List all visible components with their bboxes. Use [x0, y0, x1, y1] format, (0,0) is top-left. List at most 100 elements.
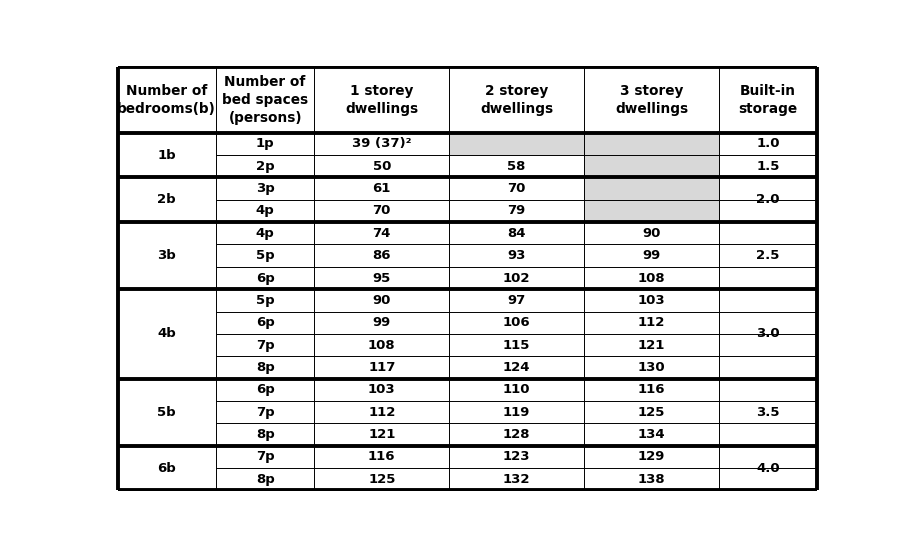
Text: 128: 128 [502, 428, 530, 441]
Text: 129: 129 [637, 450, 664, 463]
Bar [718, 445, 816, 468]
Text: 108: 108 [367, 338, 395, 352]
Bar [449, 177, 583, 200]
Bar [314, 222, 449, 245]
Text: 112: 112 [368, 406, 395, 418]
Text: 8p: 8p [255, 361, 274, 374]
Text: 79: 79 [507, 204, 525, 217]
Bar [449, 356, 583, 379]
Text: 5p: 5p [256, 294, 274, 307]
Bar [216, 356, 314, 379]
Bar [583, 267, 718, 289]
Bar [118, 356, 216, 379]
Text: 2b: 2b [158, 193, 176, 206]
Bar [583, 423, 718, 445]
Text: 112: 112 [637, 316, 664, 329]
Bar [449, 423, 583, 445]
Text: 90: 90 [373, 294, 391, 307]
Text: 124: 124 [502, 361, 530, 374]
Bar [583, 200, 718, 222]
Bar [718, 289, 816, 311]
Text: 138: 138 [637, 473, 664, 486]
Text: 102: 102 [502, 272, 530, 284]
Bar [118, 222, 216, 245]
Text: 134: 134 [637, 428, 664, 441]
Text: 5b: 5b [158, 406, 176, 418]
Bar [718, 267, 816, 289]
Text: 1b: 1b [158, 148, 176, 162]
Text: Number of
bedrooms(b): Number of bedrooms(b) [118, 84, 216, 116]
Text: 7p: 7p [256, 406, 274, 418]
Bar [314, 177, 449, 200]
Bar [216, 445, 314, 468]
Text: 8p: 8p [255, 428, 274, 441]
Text: 3 storey
dwellings: 3 storey dwellings [614, 84, 687, 116]
Text: Built-in
storage: Built-in storage [738, 84, 797, 116]
Text: 117: 117 [368, 361, 395, 374]
Bar [216, 200, 314, 222]
Bar [718, 379, 816, 401]
Bar [118, 401, 216, 423]
Text: 4b: 4b [158, 327, 176, 341]
Bar [449, 267, 583, 289]
Bar [314, 401, 449, 423]
Bar [583, 177, 718, 200]
Bar [449, 468, 583, 490]
Bar [216, 468, 314, 490]
Text: 1 storey
dwellings: 1 storey dwellings [345, 84, 418, 116]
Text: 5p: 5p [256, 249, 274, 262]
Text: 123: 123 [502, 450, 530, 463]
Bar [449, 200, 583, 222]
Text: 6p: 6p [255, 383, 274, 396]
Text: 130: 130 [637, 361, 664, 374]
Text: 121: 121 [368, 428, 395, 441]
Text: 121: 121 [637, 338, 664, 352]
Text: 1.0: 1.0 [755, 137, 779, 150]
Bar [216, 311, 314, 334]
Bar [216, 289, 314, 311]
Text: 50: 50 [373, 160, 391, 173]
Text: 125: 125 [368, 473, 395, 486]
Text: 95: 95 [373, 272, 391, 284]
Text: 106: 106 [502, 316, 530, 329]
Bar [718, 423, 816, 445]
Text: 70: 70 [373, 204, 391, 217]
Text: 3.5: 3.5 [755, 406, 779, 418]
Bar [718, 245, 816, 267]
Text: 4.0: 4.0 [755, 461, 779, 475]
Text: 84: 84 [507, 227, 526, 240]
Text: 70: 70 [507, 182, 526, 195]
Bar [216, 423, 314, 445]
Bar [118, 200, 216, 222]
Bar [718, 155, 816, 177]
Bar [583, 401, 718, 423]
Bar [314, 334, 449, 356]
Bar [583, 289, 718, 311]
Text: 1.5: 1.5 [755, 160, 779, 173]
Bar [118, 67, 816, 132]
Bar [118, 267, 216, 289]
Bar [583, 222, 718, 245]
Bar [118, 379, 216, 401]
Bar [216, 401, 314, 423]
Bar [718, 222, 816, 245]
Text: 119: 119 [502, 406, 529, 418]
Bar [449, 132, 583, 155]
Bar [216, 132, 314, 155]
Bar [449, 155, 583, 177]
Bar [718, 177, 816, 200]
Bar [314, 356, 449, 379]
Text: 125: 125 [637, 406, 664, 418]
Text: Number of
bed spaces
(persons): Number of bed spaces (persons) [221, 75, 308, 125]
Bar [449, 401, 583, 423]
Bar [118, 423, 216, 445]
Bar [314, 311, 449, 334]
Bar [718, 311, 816, 334]
Text: 2 storey
dwellings: 2 storey dwellings [479, 84, 553, 116]
Bar [314, 423, 449, 445]
Bar [314, 200, 449, 222]
Text: 110: 110 [502, 383, 530, 396]
Bar [314, 289, 449, 311]
Bar [118, 245, 216, 267]
Text: 93: 93 [507, 249, 526, 262]
